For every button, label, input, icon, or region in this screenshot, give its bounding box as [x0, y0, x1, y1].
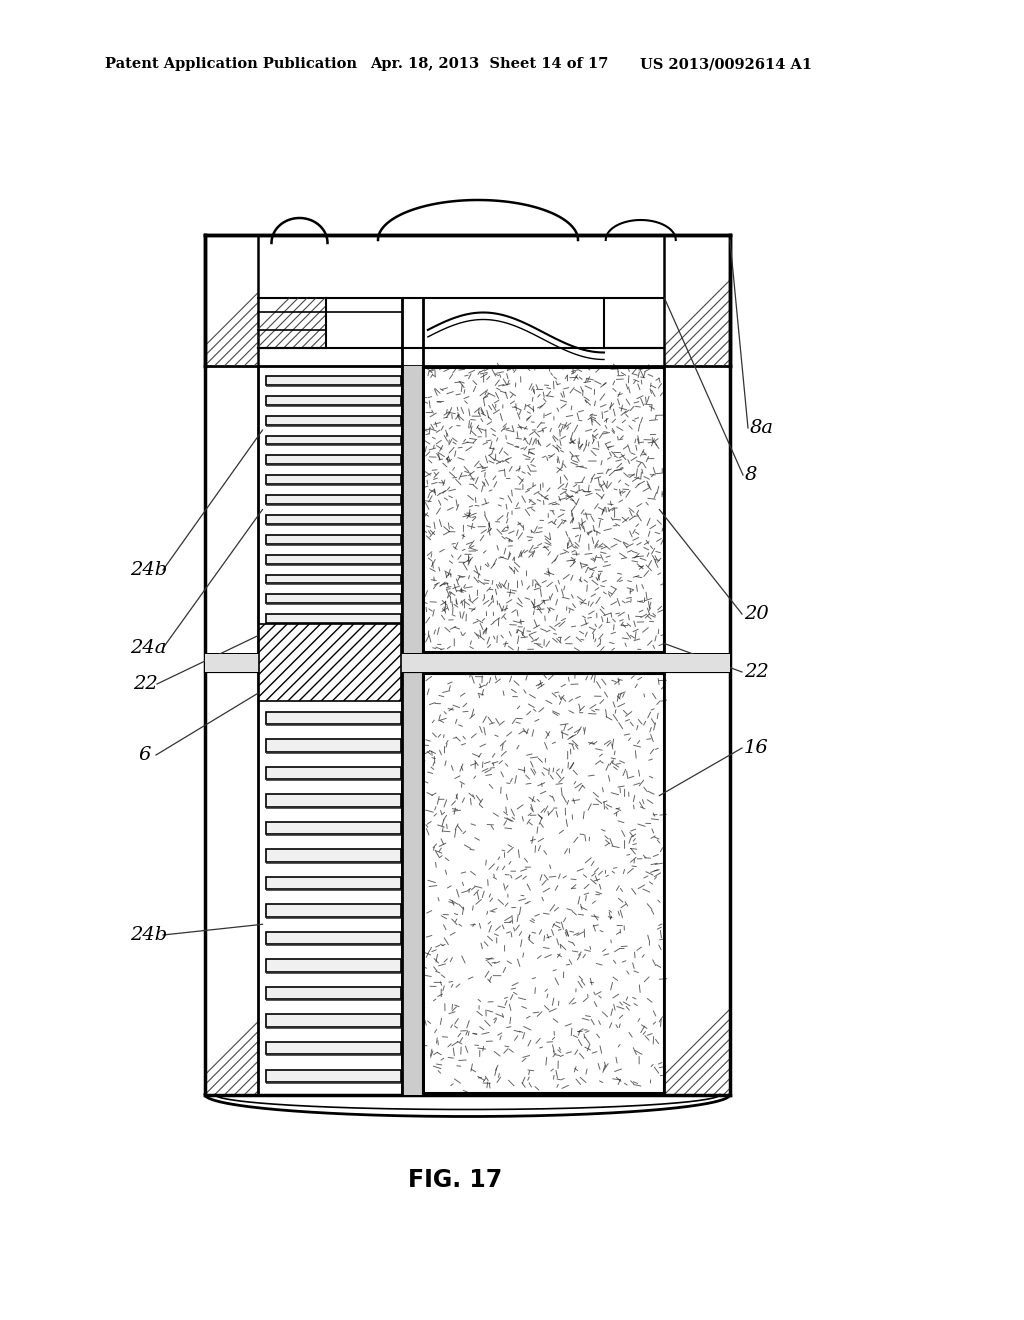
Bar: [257, 298, 326, 347]
Text: 24b: 24b: [130, 561, 167, 579]
Text: 24b: 24b: [130, 927, 167, 944]
Bar: [265, 535, 400, 544]
Text: 8a: 8a: [750, 418, 774, 437]
Bar: [265, 614, 400, 623]
Bar: [265, 960, 400, 972]
Bar: [265, 475, 400, 484]
Bar: [265, 711, 400, 723]
Bar: [265, 876, 400, 890]
Text: 20: 20: [744, 605, 769, 623]
Bar: [265, 822, 400, 834]
Text: 8: 8: [745, 466, 758, 484]
Bar: [265, 574, 400, 583]
Bar: [265, 739, 400, 751]
Bar: [265, 376, 400, 385]
Bar: [265, 767, 400, 779]
Text: US 2013/0092614 A1: US 2013/0092614 A1: [640, 57, 812, 71]
Bar: [257, 235, 665, 298]
Bar: [258, 624, 400, 701]
Text: Apr. 18, 2013  Sheet 14 of 17: Apr. 18, 2013 Sheet 14 of 17: [370, 57, 608, 71]
Bar: [265, 795, 400, 807]
Bar: [265, 634, 400, 643]
Text: 24a: 24a: [130, 639, 166, 657]
Bar: [205, 653, 730, 672]
Bar: [265, 1015, 400, 1027]
Text: 6: 6: [138, 746, 151, 764]
Bar: [265, 849, 400, 862]
Bar: [665, 366, 730, 1094]
Text: 22: 22: [133, 675, 158, 693]
Bar: [265, 594, 400, 603]
Bar: [265, 684, 400, 697]
Bar: [205, 235, 257, 366]
Bar: [265, 987, 400, 999]
Bar: [265, 932, 400, 944]
Bar: [265, 455, 400, 465]
Text: Patent Application Publication: Patent Application Publication: [105, 57, 357, 71]
Text: 22: 22: [744, 663, 769, 681]
Bar: [205, 366, 257, 1094]
Bar: [265, 436, 400, 445]
Text: FIG. 17: FIG. 17: [408, 1168, 502, 1192]
Bar: [665, 235, 730, 366]
Bar: [401, 366, 423, 1094]
Bar: [265, 554, 400, 564]
Bar: [265, 416, 400, 425]
Text: 16: 16: [744, 739, 769, 756]
Bar: [265, 1069, 400, 1082]
Bar: [265, 495, 400, 504]
Bar: [265, 515, 400, 524]
Bar: [265, 904, 400, 916]
Bar: [265, 1041, 400, 1055]
Bar: [265, 396, 400, 405]
